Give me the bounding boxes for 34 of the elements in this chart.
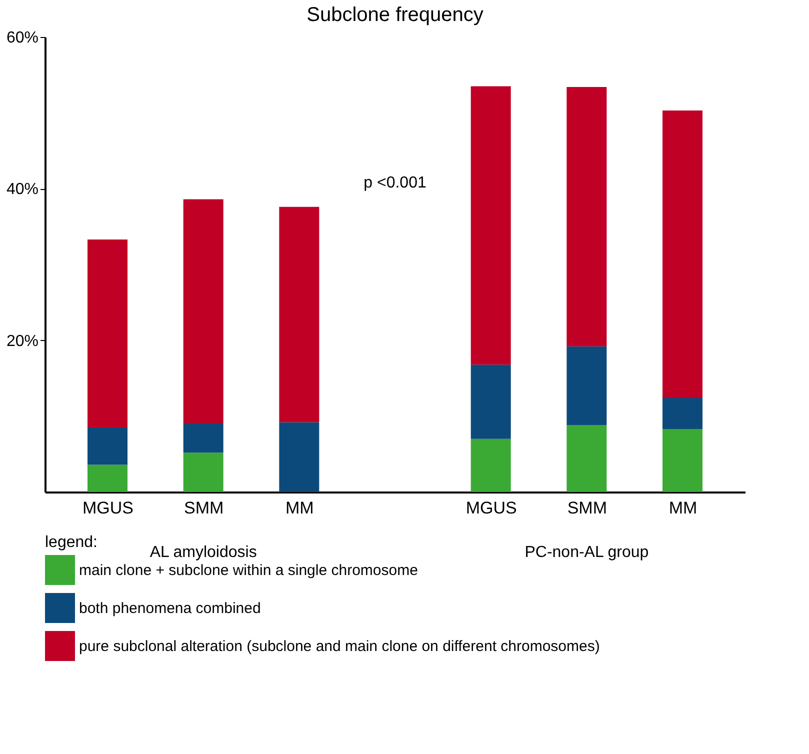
text: PC-non-AL group [524,544,649,561]
x-tick-label: MGUS [466,498,517,518]
bar [183,452,224,492]
annotation: p <0.001 [364,174,426,192]
text: AL amyloidosis [150,544,257,561]
bar [279,422,320,492]
x-tick-label: MM [286,498,314,518]
x-tick-label: SMM [567,498,608,518]
x-tick-label: MM [668,498,698,518]
bar [566,425,607,492]
legend-label: both phenomena combined [79,600,261,617]
x-tick-label: MGUS [82,498,134,518]
chart-title: Subclone frequency [306,4,484,26]
legend-title: legend: [45,534,98,551]
bar [662,398,702,430]
bar [470,86,511,365]
bar [279,206,320,422]
bar [470,364,511,439]
bar [662,429,702,492]
bar [662,110,702,398]
bar [88,428,128,465]
legend-label: pure subclonal alteration (subclone and main clone on different chromosomes) [79,638,600,655]
bar [88,239,128,428]
x-tick-label: SMM [184,498,224,518]
y-tick-label: 60% [6,30,38,46]
y-tick-label: 40% [6,181,38,198]
y-tick-label: 20% [6,332,38,350]
bar [470,438,511,492]
bar [566,346,607,426]
bar [88,464,128,492]
bar [183,199,224,423]
bar [183,422,224,453]
legend-label: main clone + subclone within a single chromosome [79,562,418,579]
bar [566,87,607,346]
